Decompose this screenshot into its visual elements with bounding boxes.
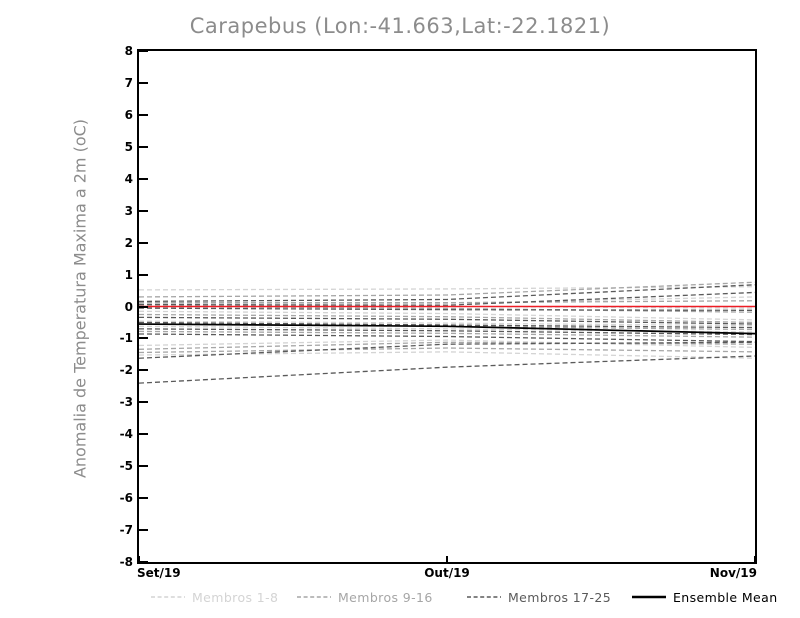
x-axis-ticks: Set/19 Out/19 Nov/19 (137, 556, 757, 588)
member-line-11 (139, 305, 755, 313)
y-tick (138, 209, 148, 212)
chart-title: Carapebus (Lon:-41.663,Lat:-22.1821) (189, 14, 611, 38)
y-tick-label: 6 (124, 107, 133, 122)
y-tick-label: 5 (124, 139, 133, 154)
legend-label: Ensemble Mean (673, 589, 778, 605)
legend-label: Membros 9-16 (338, 589, 433, 605)
y-tick (138, 497, 148, 500)
y-tick-label: -6 (119, 491, 133, 506)
member-line-7 (139, 339, 755, 349)
legend-item-membros-9-16[interactable]: Membros 9-16 (297, 590, 433, 605)
legend-swatch-solid-icon (632, 592, 666, 602)
y-tick-label: -8 (119, 555, 133, 569)
member-line-23 (139, 333, 755, 343)
y-tick-label: 3 (124, 203, 133, 218)
y-tick-label: -5 (119, 459, 133, 474)
y-tick (138, 337, 148, 340)
y-tick-label: -2 (119, 363, 133, 378)
y-tick-label: 4 (124, 171, 133, 186)
y-tick (138, 273, 148, 276)
y-tick (138, 50, 148, 52)
x-tick (754, 556, 756, 564)
y-tick (138, 369, 148, 372)
legend-label: Membros 1-8 (192, 589, 279, 605)
y-tick (138, 433, 148, 436)
x-tick-label: Nov/19 (709, 566, 757, 580)
member-line-16 (139, 347, 755, 354)
legend-swatch-dashed-icon (151, 592, 185, 602)
ensemble-mean-line (139, 323, 755, 335)
x-tick-label: Set/19 (137, 566, 181, 580)
y-tick-label: 7 (124, 75, 133, 90)
plot-area: 8 7 6 5 4 3 2 1 0 -1 -2 -3 -4 -5 -6 -7 -8 (120, 45, 757, 568)
y-tick (138, 241, 148, 244)
member-line-4 (139, 310, 755, 321)
x-tick (138, 556, 140, 564)
member-line-24 (139, 341, 755, 359)
legend-swatch-dashed-icon (467, 592, 501, 602)
y-tick-label: 8 (124, 44, 133, 58)
member-line-25 (139, 355, 755, 384)
legend-swatch-dashed-icon (297, 592, 331, 602)
y-axis-title: Anomalia de Temperatura Maxima a 2m (oC) (70, 118, 90, 479)
y-tick (138, 113, 148, 116)
legend-item-ensemble-mean[interactable]: Ensemble Mean (632, 590, 778, 605)
y-tick-label: -7 (119, 523, 133, 538)
member-line-22 (139, 328, 755, 336)
legend-label: Membros 17-25 (508, 589, 612, 605)
y-tick-label: -4 (119, 427, 133, 442)
y-tick (138, 529, 148, 532)
member-line-19 (139, 307, 755, 311)
y-tick-label: -3 (119, 395, 133, 410)
member-line-21 (139, 321, 755, 329)
y-tick (138, 465, 148, 468)
y-tick-label: -1 (119, 331, 133, 346)
member-line-10 (139, 300, 755, 304)
x-tick-label: Out/19 (424, 566, 470, 580)
y-tick (138, 305, 148, 308)
member-line-1 (139, 286, 755, 291)
x-tick (446, 556, 448, 564)
series-lines (139, 281, 755, 384)
member-line-5 (139, 320, 755, 327)
y-tick (138, 561, 148, 563)
y-tick-label: 1 (124, 267, 133, 282)
legend-item-membros-1-8[interactable]: Membros 1-8 (151, 590, 278, 605)
member-line-8 (139, 351, 755, 359)
legend-item-membros-17-25[interactable]: Membros 17-25 (467, 590, 611, 605)
y-tick (138, 177, 148, 180)
y-tick (138, 145, 148, 148)
y-tick-label: 2 (124, 235, 133, 250)
y-tick-label: 0 (124, 299, 133, 314)
member-line-18 (139, 291, 755, 306)
y-tick (138, 401, 148, 404)
member-line-17 (139, 284, 755, 303)
y-tick (138, 81, 148, 84)
chart-legend: Membros 1-8 Membros 9-16 Membros 17-25 Ense… (137, 588, 777, 606)
member-line-12 (139, 313, 755, 324)
member-line-14 (139, 330, 755, 338)
member-line-9 (139, 281, 755, 298)
member-line-20 (139, 316, 755, 325)
